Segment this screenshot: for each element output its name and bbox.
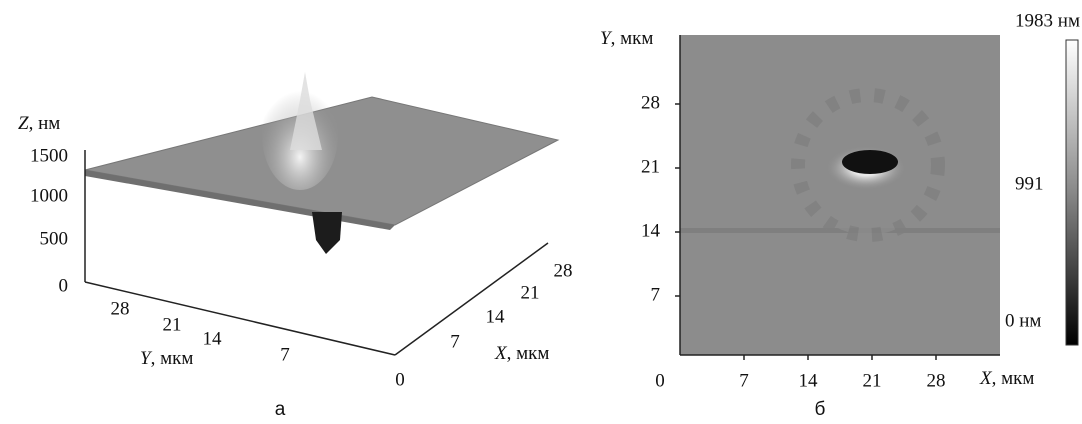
y-tick-label: 28 — [111, 298, 130, 319]
y-unit: , мкм — [611, 28, 654, 49]
panel-label: а — [275, 399, 286, 420]
z-tick-label: 1500 — [30, 145, 68, 166]
x-axis-title: X, мкм — [979, 368, 1034, 389]
y-tick-label: 28 — [641, 92, 660, 113]
z-var: Z — [18, 113, 29, 134]
y-var: Y — [140, 348, 153, 369]
height-map — [680, 35, 1000, 355]
colorbar-min: 0 нм — [1005, 310, 1041, 331]
x-tick-label: 21 — [863, 370, 882, 391]
z-tick-label: 500 — [40, 228, 69, 249]
y-tick-label: 14 — [641, 220, 661, 241]
y-tick-label: 7 — [651, 284, 661, 305]
z-tick-label: 1000 — [30, 185, 68, 206]
x-unit: , мкм — [992, 368, 1035, 389]
x-tick-label: 28 — [554, 260, 573, 281]
z-unit: , нм — [29, 113, 61, 134]
y-axis-title: Y, мкм — [140, 348, 193, 369]
y-tick-label: 21 — [641, 156, 660, 177]
x-var: X — [494, 343, 508, 364]
y-unit: , мкм — [151, 348, 194, 369]
x-var: X — [979, 368, 993, 389]
x-tick-label: 14 — [799, 370, 819, 391]
x-unit: , мкм — [507, 343, 550, 364]
z-tick-label: 0 — [59, 275, 69, 296]
panel-label: б — [815, 399, 826, 420]
x-tick-label: 0 — [655, 370, 665, 391]
y-tick-label: 14 — [203, 328, 223, 349]
y-var: Y — [600, 28, 613, 49]
x-tick-label: 7 — [739, 370, 749, 391]
axes-2d — [679, 35, 1000, 356]
colorbar-max: 1983 нм — [1015, 10, 1080, 31]
x-axis-title: X, мкм — [494, 343, 549, 364]
x-tick-label: 14 — [486, 306, 506, 327]
y-axis-title: Y, мкм — [600, 28, 653, 49]
surface-3d — [84, 72, 560, 254]
y-tick-label: 7 — [280, 344, 290, 365]
colorbar-mid: 991 — [1015, 173, 1044, 194]
colorbar — [1065, 39, 1079, 346]
x-tick-label: 28 — [927, 370, 946, 391]
axes-3d — [84, 150, 549, 356]
x-tick-label: 7 — [450, 331, 460, 352]
x-tick-label: 0 — [395, 369, 405, 390]
z-axis-title: Z, нм — [18, 113, 60, 134]
x-tick-label: 21 — [521, 282, 540, 303]
y-tick-label: 21 — [163, 314, 182, 335]
